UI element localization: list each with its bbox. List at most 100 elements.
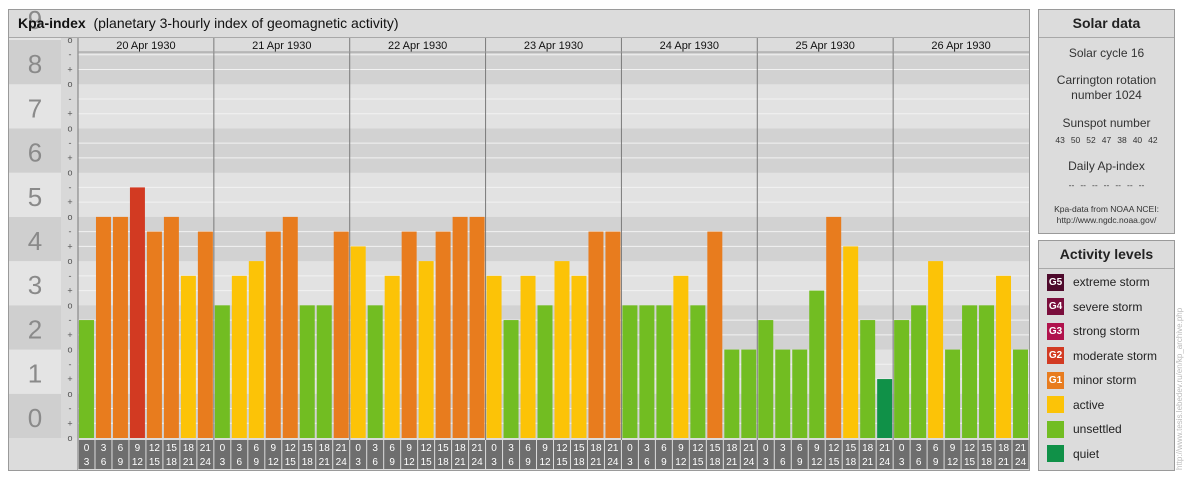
interval-cell: [689, 440, 706, 469]
interval-end-label: 18: [438, 457, 450, 468]
interval-end-label: 9: [797, 457, 803, 468]
y-tick-label: 7: [28, 93, 42, 123]
band-3: [61, 261, 1029, 306]
ap-value-5: --: [1127, 180, 1133, 190]
kp-bar: [554, 261, 570, 438]
kp-bar: [146, 231, 162, 438]
legend-item-active: active: [1039, 393, 1174, 418]
kp-bar: [401, 231, 417, 438]
kp-bar: [384, 275, 400, 438]
kp-bar: [452, 216, 468, 438]
interval-start-label: 6: [254, 443, 260, 454]
interval-end-label: 21: [455, 457, 467, 468]
kp-bar: [996, 275, 1012, 438]
minor-tick-label: +: [67, 64, 72, 74]
ap-value-1: --: [1080, 180, 1086, 190]
interval-cell: [893, 440, 910, 469]
legend-label: unsettled: [1073, 422, 1122, 437]
y-tick-label: 2: [28, 314, 42, 344]
legend-swatch: G2: [1047, 347, 1064, 365]
interval-start-label: 9: [950, 443, 956, 454]
interval-cell: [757, 440, 774, 469]
y-band-4: [9, 216, 61, 262]
interval-end-label: 18: [302, 457, 314, 468]
interval-cell: [570, 440, 587, 469]
interval-start-label: 3: [916, 443, 922, 454]
interval-cell: [129, 440, 146, 469]
interval-cell: [180, 440, 197, 469]
kp-bar: [129, 187, 145, 438]
minor-tick-label: +: [67, 286, 72, 296]
minor-tick-label: -: [69, 359, 72, 369]
interval-cell: [638, 440, 655, 469]
interval-start-label: 18: [590, 443, 602, 454]
kp-bar: [911, 305, 927, 438]
interval-cell: [435, 440, 452, 469]
interval-end-label: 12: [132, 457, 144, 468]
interval-cell: [367, 440, 384, 469]
chart-title-bar: Kpa-index (planetary 3-hourly index of g…: [9, 10, 1029, 38]
interval-start-label: 21: [743, 443, 755, 454]
interval-start-label: 18: [319, 443, 331, 454]
interval-cell: [537, 440, 553, 469]
minor-tick-label: +: [67, 241, 72, 251]
interval-end-label: 24: [472, 457, 484, 468]
minor-tick-label: +: [67, 197, 72, 207]
kp-bar: [826, 216, 842, 438]
interval-cell: [842, 440, 859, 469]
kp-bar: [707, 231, 723, 438]
interval-cell: [333, 440, 350, 469]
y-band-2: [9, 305, 61, 350]
kp-bar: [1013, 349, 1028, 438]
solar-data-panel: Solar data Solar cycle 16 Carrington rot…: [1038, 9, 1175, 234]
band-6: [61, 128, 1029, 173]
interval-cell: [554, 440, 570, 469]
y-tick-label: 3: [28, 270, 42, 300]
minor-tick-label: o: [67, 35, 72, 45]
interval-end-label: 6: [780, 457, 786, 468]
kp-bar: [520, 275, 536, 438]
y-tick-label: 1: [28, 359, 42, 389]
source-url: http://www.ngdc.noaa.gov/: [1056, 215, 1157, 225]
interval-start-label: 15: [166, 443, 178, 454]
interval-start-label: 15: [573, 443, 585, 454]
kp-bar: [741, 349, 757, 438]
y-band-7: [9, 84, 61, 129]
interval-end-label: 21: [862, 457, 874, 468]
interval-start-label: 9: [135, 443, 141, 454]
day-header-row: [78, 38, 1029, 52]
y-tick-label: 0: [28, 403, 42, 433]
interval-start-label: 9: [542, 443, 548, 454]
kp-bar: [350, 246, 366, 438]
interval-start-label: 0: [491, 443, 497, 454]
interval-start-label: 18: [998, 443, 1010, 454]
interval-start-label: 15: [845, 443, 857, 454]
interval-start-label: 0: [355, 443, 361, 454]
interval-start-label: 15: [438, 443, 450, 454]
kp-bar: [231, 275, 247, 438]
minor-tick-label: o: [67, 300, 72, 310]
interval-cell: [486, 440, 503, 469]
minor-tick-label: o: [67, 256, 72, 266]
interval-start-label: 21: [200, 443, 212, 454]
kp-bar: [639, 305, 655, 438]
interval-start-label: 3: [644, 443, 650, 454]
interval-cell: [740, 440, 757, 469]
day-label: 22 Apr 1930: [388, 40, 447, 52]
kp-bar: [418, 261, 434, 438]
minor-tick-label: +: [67, 374, 72, 384]
day-label: 21 Apr 1930: [252, 40, 311, 52]
interval-cell: [469, 440, 486, 469]
kp-bar: [656, 305, 672, 438]
interval-end-label: 21: [183, 457, 195, 468]
interval-end-label: 18: [981, 457, 993, 468]
y-tick-label: 4: [28, 226, 42, 256]
minor-tick-label: o: [67, 433, 72, 443]
day-label: 20 Apr 1930: [116, 40, 175, 52]
kp-bar: [180, 275, 196, 438]
minor-tick-label: +: [67, 418, 72, 428]
interval-start-label: 3: [237, 443, 243, 454]
interval-cell: [859, 440, 876, 469]
y-band-3: [9, 261, 61, 306]
